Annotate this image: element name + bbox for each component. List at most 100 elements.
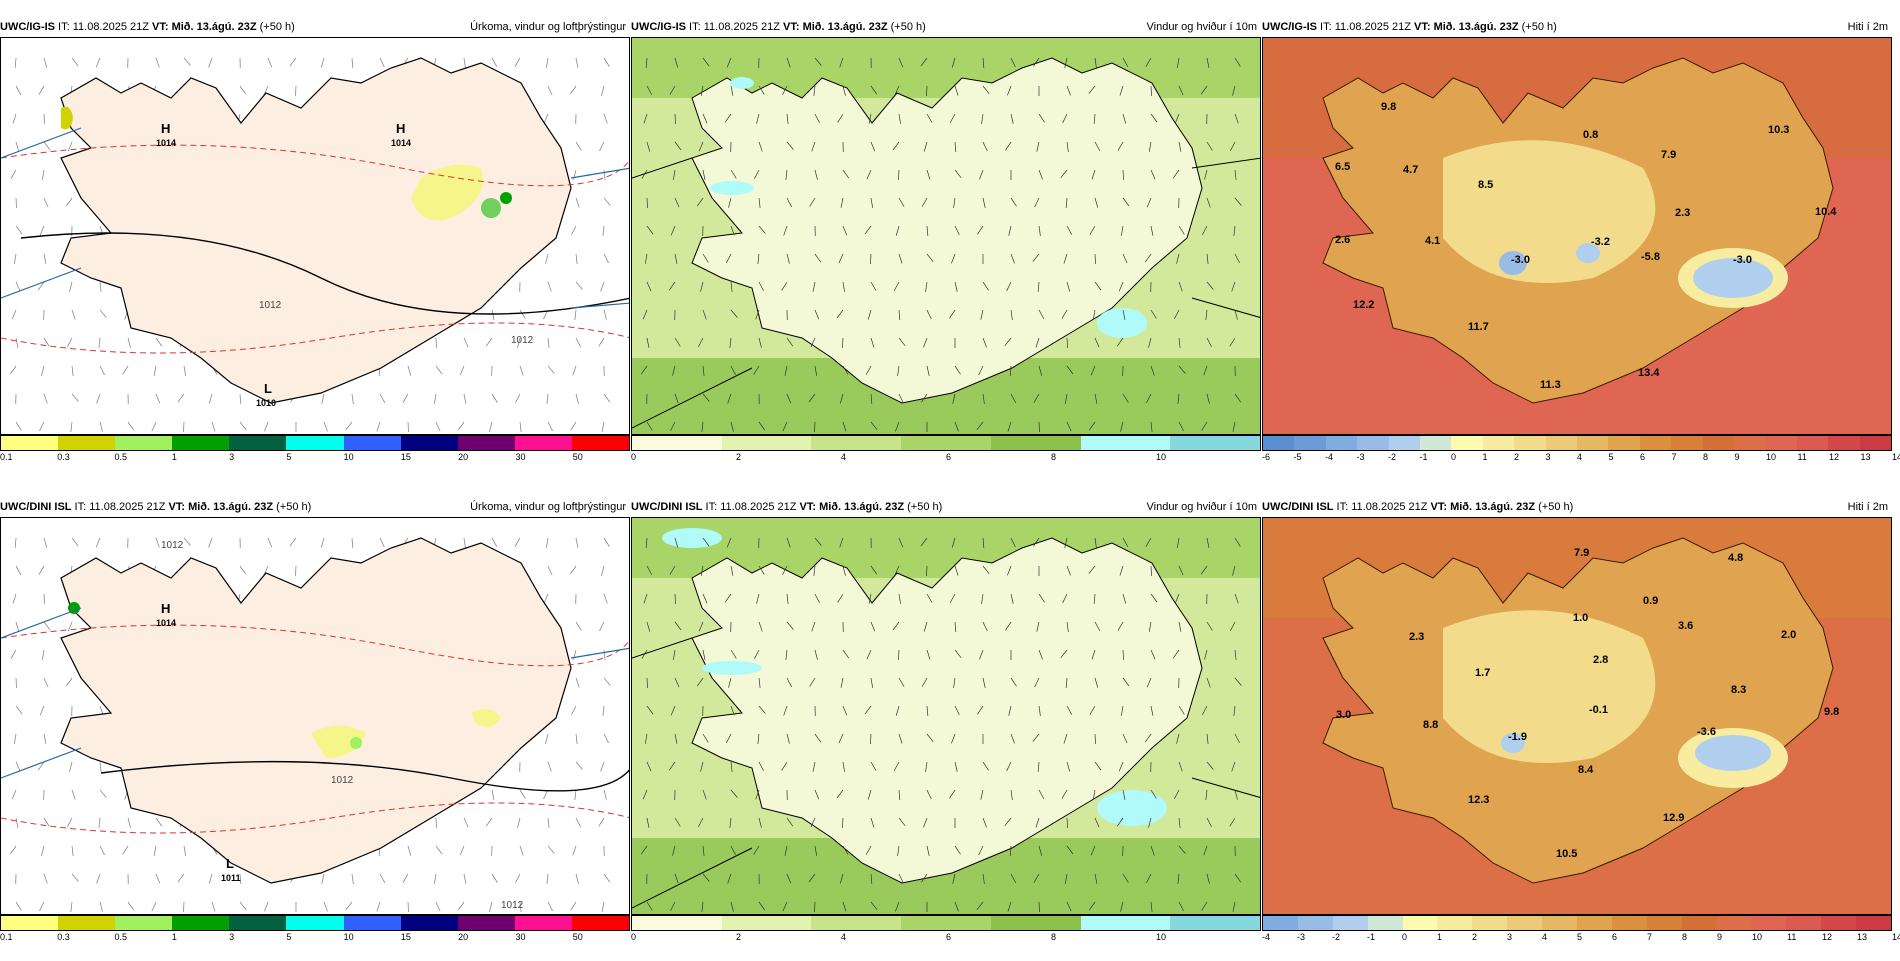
panel-title: Vindur og hviður í 10m: [1147, 18, 1257, 36]
colorbar-swatch: [229, 436, 286, 450]
colorbar-swatch: [1507, 916, 1542, 930]
colorbar-tick: 0.3: [57, 932, 70, 942]
colorbar-tick: 1: [1437, 932, 1442, 942]
temperature-label: 7.9: [1574, 547, 1589, 559]
colorbar-swatch: [1294, 436, 1325, 450]
valid-time: VT: Mið. 13.ágú. 23Z: [783, 21, 888, 33]
colorbar-swatch: [1081, 436, 1171, 450]
colorbar-swatch: [1856, 916, 1891, 930]
colorbar-tick: 14: [1892, 452, 1900, 462]
lead-time: (+50 h): [273, 501, 311, 513]
temperature-label: 2.3: [1409, 631, 1424, 643]
colorbar-swatch: [1703, 436, 1734, 450]
colorbar-tick: 10: [1766, 452, 1776, 462]
init-time: IT: 11.08.2025 21Z: [703, 501, 800, 513]
model-name: UWC/DINI ISL: [0, 501, 72, 513]
colorbar-swatch: [1647, 916, 1682, 930]
temperature-label: 1.0: [1573, 612, 1588, 624]
colorbar-swatch: [1451, 436, 1482, 450]
colorbar-tick: 20: [458, 932, 468, 942]
panel-title: Vindur og hviður í 10m: [1147, 498, 1257, 516]
colorbar-tick: 3: [1507, 932, 1512, 942]
temp-colorbar: [1262, 435, 1892, 451]
colorbar-tick: 3: [229, 932, 234, 942]
init-time: IT: 11.08.2025 21Z: [1334, 501, 1431, 513]
colorbar-swatch: [1389, 436, 1420, 450]
colorbar-tick: -2: [1332, 932, 1340, 942]
temperature-label: 2.6: [1335, 234, 1350, 246]
colorbar-swatch: [401, 916, 458, 930]
valid-time: VT: Mið. 13.ágú. 23Z: [169, 501, 274, 513]
colorbar-swatch: [632, 916, 722, 930]
colorbar-tick: 0.1: [0, 452, 13, 462]
panel-header: UWC/IG-IS IT: 11.08.2025 21Z VT: Mið. 13…: [0, 18, 630, 36]
colorbar-tick: 13: [1857, 932, 1867, 942]
colorbar-tick: -5: [1294, 452, 1302, 462]
colorbar-swatch: [229, 916, 286, 930]
temperature-label: 10.4: [1815, 206, 1837, 218]
colorbar-tick: 2: [1472, 932, 1477, 942]
panel-header: UWC/DINI ISL IT: 11.08.2025 21Z VT: Mið.…: [631, 498, 1261, 516]
colorbar-swatch: [1682, 916, 1717, 930]
colorbar-tick: 7: [1647, 932, 1652, 942]
colorbar-swatch: [1577, 436, 1608, 450]
colorbar-swatch: [1437, 916, 1472, 930]
temperature-label: -3.0: [1511, 254, 1530, 266]
colorbar-tick: 3: [1546, 452, 1551, 462]
precip-map: H 1014 H 1014 L 1010 1012 1012: [0, 37, 630, 435]
colorbar-tick: 11: [1787, 932, 1796, 942]
colorbar-swatch: [1483, 436, 1514, 450]
colorbar-tick: 5: [1609, 452, 1614, 462]
isobar-label: 1012: [161, 540, 184, 551]
temperature-label: -3.0: [1733, 254, 1752, 266]
precip-map: H 1014 L 1011 1012 1012 1012: [0, 517, 630, 915]
colorbar-swatch: [811, 916, 901, 930]
temperature-label: 10.5: [1556, 848, 1577, 860]
panel-title: Úrkoma, vindur og loftþrýstingur: [470, 18, 626, 36]
pressure-high: H: [161, 121, 170, 136]
colorbar-tick: 0.5: [115, 932, 128, 942]
colorbar-swatch: [1821, 916, 1856, 930]
temperature-label: 3.6: [1678, 620, 1693, 632]
init-time: IT: 11.08.2025 21Z: [686, 21, 783, 33]
colorbar-tick: 8: [1051, 932, 1056, 942]
colorbar-swatch: [572, 436, 629, 450]
colorbar-swatch: [1797, 436, 1828, 450]
valid-time: VT: Mið. 13.ágú. 23Z: [152, 21, 257, 33]
colorbar-swatch: [458, 436, 515, 450]
temperature-label: 8.5: [1478, 179, 1493, 191]
wind-map: [631, 517, 1261, 915]
precip-colorbar: [0, 435, 630, 451]
colorbar-tick: 10: [1752, 932, 1762, 942]
colorbar-swatch: [632, 436, 722, 450]
temperature-label: 0.9: [1643, 595, 1658, 607]
panel-header: UWC/IG-IS IT: 11.08.2025 21Z VT: Mið. 13…: [631, 18, 1261, 36]
panel-header: UWC/IG-IS IT: 11.08.2025 21Z VT: Mið. 13…: [1262, 18, 1892, 36]
colorbar-swatch: [1298, 916, 1333, 930]
colorbar-swatch: [1263, 436, 1294, 450]
colorbar-swatch: [515, 916, 572, 930]
colorbar-tick: 13: [1861, 452, 1871, 462]
colorbar-tick: 5: [286, 932, 291, 942]
colorbar-swatch: [901, 916, 991, 930]
temperature-label: 8.8: [1423, 719, 1438, 731]
temperature-label: 12.2: [1353, 299, 1374, 311]
colorbar-swatch: [1420, 436, 1451, 450]
colorbar-swatch: [991, 436, 1081, 450]
colorbar-swatch: [286, 436, 343, 450]
colorbar-tick: -3: [1357, 452, 1365, 462]
colorbar-swatch: [401, 436, 458, 450]
colorbar-tick: 0.1: [0, 932, 13, 942]
lead-time: (+50 h): [1519, 21, 1557, 33]
temperature-label: -5.8: [1641, 251, 1660, 263]
colorbar-tick: 5: [1577, 932, 1582, 942]
colorbar-swatch: [1717, 916, 1752, 930]
colorbar-tick: -2: [1388, 452, 1396, 462]
colorbar-tick: -1: [1367, 932, 1375, 942]
colorbar-tick: 0: [631, 932, 636, 942]
colorbar-swatch: [1170, 436, 1260, 450]
colorbar-swatch: [1368, 916, 1403, 930]
temp-panel-dini: UWC/DINI ISL IT: 11.08.2025 21Z VT: Mið.…: [1262, 498, 1892, 961]
